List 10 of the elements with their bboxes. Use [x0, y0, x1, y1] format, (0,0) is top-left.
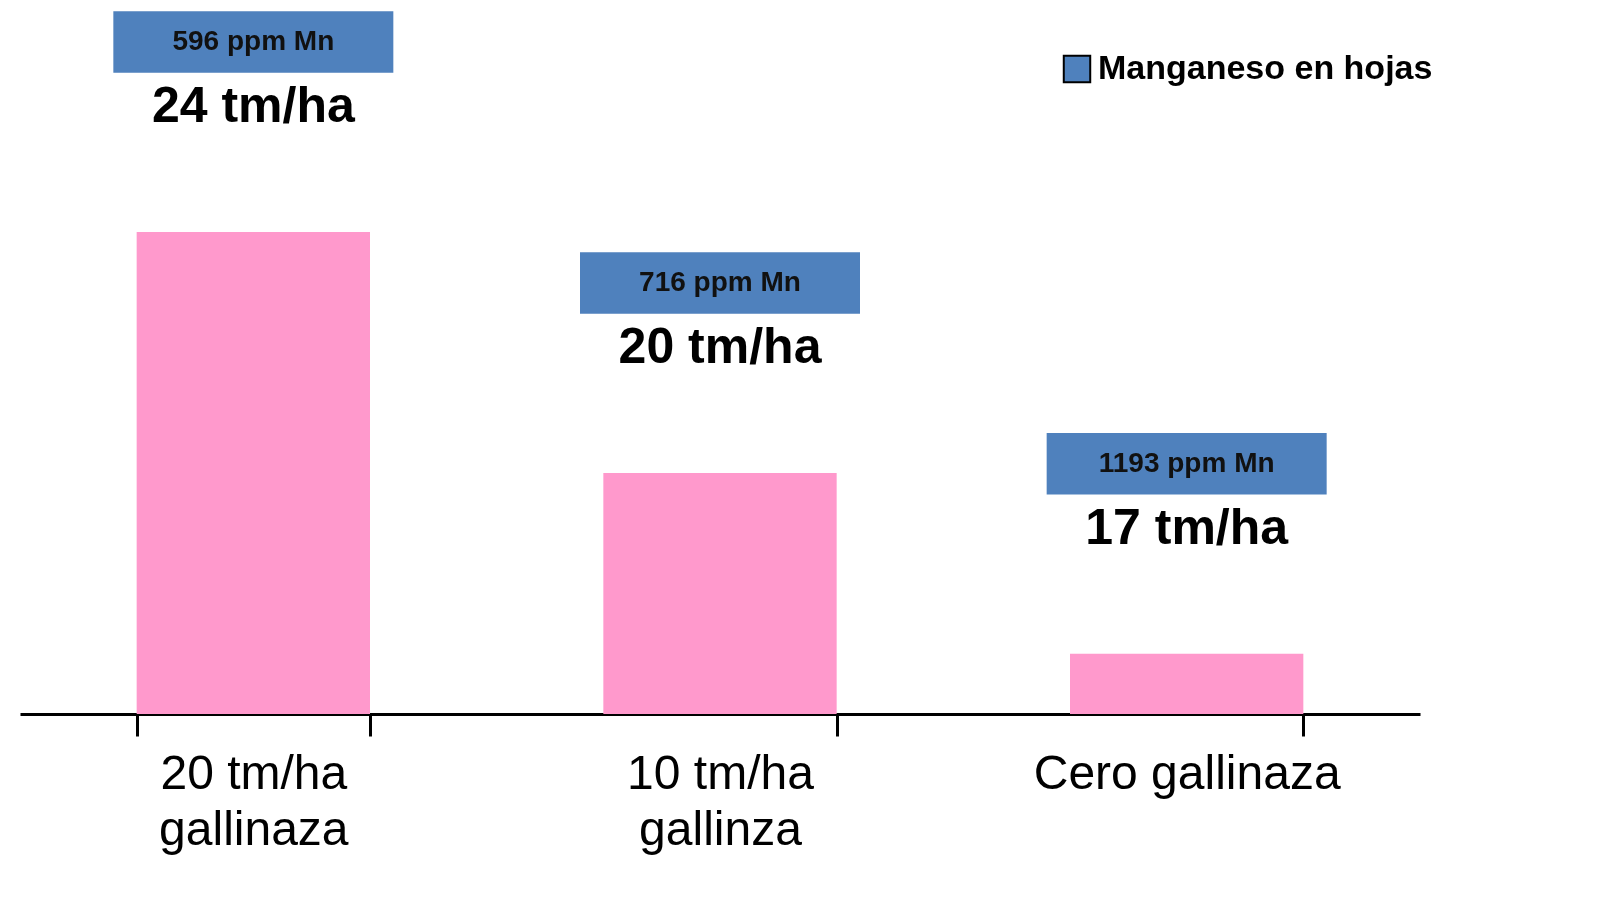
x-tick-label: 10 tm/ha gallinza: [627, 745, 815, 855]
x-tick-label: 20 tm/ha gallinaza: [159, 745, 349, 855]
data-label: 24 tm/ha: [151, 77, 356, 133]
annotation: 716 ppm Mn: [639, 266, 801, 297]
annotation: 1193 ppm Mn: [1098, 446, 1275, 478]
x-tick-label: Cero gallinaza: [1033, 745, 1341, 799]
text: 596 ppm Mn: [172, 25, 335, 56]
data-label: 17 tm/ha: [1085, 498, 1290, 555]
data-label: 20 tm/ha: [618, 318, 823, 374]
legend-label: Manganeso en hojas: [1098, 48, 1433, 86]
